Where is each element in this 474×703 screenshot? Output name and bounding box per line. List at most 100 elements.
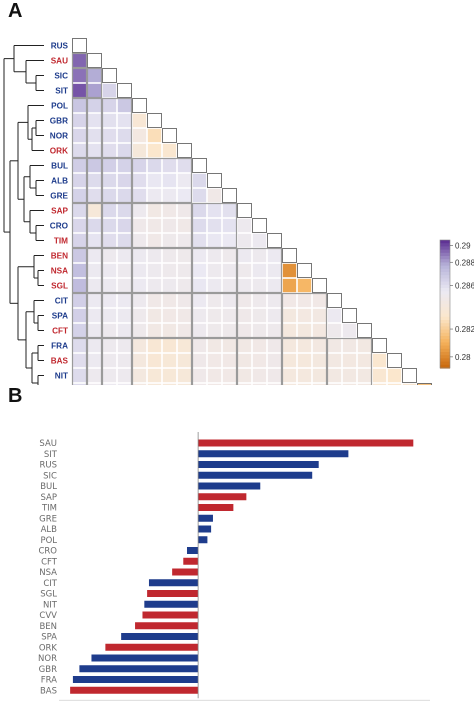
colorbar-step bbox=[440, 352, 450, 356]
bar-SPA bbox=[121, 633, 199, 640]
row-label-SAP: SAP bbox=[51, 207, 68, 216]
bar-ALB bbox=[198, 525, 212, 533]
group-block-border bbox=[101, 292, 133, 339]
heatmap-cell-CFT-SPA bbox=[342, 323, 357, 338]
colorbar-step bbox=[440, 307, 450, 311]
heatmap-cell-GRE-SAU bbox=[87, 188, 102, 203]
heatmap-cell-BAS-SIC bbox=[102, 353, 117, 368]
row-label-RUS: RUS bbox=[51, 42, 69, 51]
heatmap-cell-TIM-SAU bbox=[87, 233, 102, 248]
heatmap-cell-CVV-NSA bbox=[297, 383, 312, 385]
category-label-SAP: SAP bbox=[41, 493, 58, 503]
heatmap-cell-SPA-BEN bbox=[282, 308, 297, 323]
group-block-border bbox=[281, 337, 328, 385]
colorbar-tick-label: 0.2885 bbox=[455, 258, 474, 267]
colorbar-step bbox=[440, 278, 450, 283]
heatmap-cell-CVV-TIM bbox=[267, 383, 282, 385]
heatmap-cell-SAP-SAU bbox=[87, 203, 102, 218]
heatmap-cell-CIT-BEN bbox=[282, 293, 297, 308]
bar-SGL bbox=[147, 590, 199, 597]
heatmap-cell-TIM-GRE bbox=[222, 233, 237, 248]
colorbar-step bbox=[440, 332, 450, 337]
heatmap-cell-NIT-NSA bbox=[297, 368, 312, 383]
group-block-border bbox=[101, 157, 133, 204]
group-block-border bbox=[131, 247, 193, 294]
group-block-border bbox=[236, 337, 283, 385]
heatmap-cell-SPA-GRE bbox=[222, 308, 237, 323]
heatmap-cell-NSA-SIT bbox=[117, 263, 132, 278]
category-label-SAU: SAU bbox=[39, 439, 57, 449]
heatmap-cell-FRA-TIM bbox=[267, 338, 282, 353]
heatmap-cell-FRA-RUS bbox=[72, 338, 87, 353]
colorbar-step bbox=[440, 291, 450, 295]
heatmap-cell-TIM-ALB bbox=[207, 233, 222, 248]
row-label-BAS: BAS bbox=[51, 357, 69, 366]
bar-SAP bbox=[198, 493, 247, 501]
heatmap-cell-NIT-RUS bbox=[72, 368, 87, 383]
heatmap-cell-TIM-RUS bbox=[72, 233, 87, 248]
heatmap-cell-SPA-ORK bbox=[177, 308, 192, 323]
heatmap-cell-FRA-ALB bbox=[207, 338, 222, 353]
heatmap-cell-CVV-SAP bbox=[237, 383, 252, 385]
heatmap-cell-POL-SAU bbox=[87, 98, 102, 113]
heatmap-cell-BEN-GRE bbox=[222, 248, 237, 263]
heatmap-cell-FRA-POL bbox=[132, 338, 147, 353]
heatmap-cell-CRO-GRE bbox=[222, 218, 237, 233]
group-block-border bbox=[191, 202, 238, 249]
heatmap-cell-CVV-ORK bbox=[177, 383, 192, 385]
heatmap-cell-CFT-SIC bbox=[102, 323, 117, 338]
group-block-border bbox=[86, 337, 103, 385]
heatmap-cell-GBR-RUS bbox=[72, 113, 87, 128]
heatmap-cell-NSA-RUS bbox=[72, 263, 87, 278]
heatmap-cell-CIT-CRO bbox=[252, 293, 267, 308]
colorbar-step bbox=[440, 259, 450, 263]
heatmap-cell-SPA-RUS bbox=[72, 308, 87, 323]
group-block-border bbox=[191, 292, 238, 339]
heatmap-cell-BAS-SPA bbox=[342, 353, 357, 368]
heatmap-cell-SGL-SAU bbox=[87, 278, 102, 293]
heatmap-cell-CFT-RUS bbox=[72, 323, 87, 338]
heatmap-cell-TIM-GBR bbox=[147, 233, 162, 248]
heatmap-cell-GRE-GRE bbox=[222, 188, 237, 203]
heatmap-cell-FRA-GBR bbox=[147, 338, 162, 353]
category-label-ORK: ORK bbox=[39, 643, 58, 653]
heatmap-cell-SIC-RUS bbox=[72, 68, 87, 83]
heatmap-cell-ALB-GBR bbox=[147, 173, 162, 188]
heatmap-cell-CVV-NIT bbox=[402, 383, 417, 385]
colorbar-step bbox=[440, 345, 450, 350]
bar-NSA bbox=[172, 568, 199, 576]
group-block-border bbox=[236, 247, 283, 294]
heatmap-cell-SAU-RUS bbox=[72, 53, 87, 68]
group-block-border bbox=[71, 67, 88, 99]
heatmap-cell-SPA-NSA bbox=[297, 308, 312, 323]
colorbar-step bbox=[440, 316, 450, 321]
bar-FRA bbox=[72, 676, 199, 683]
heatmap-cell-SAP-SAP bbox=[237, 203, 252, 218]
group-block-border bbox=[71, 292, 88, 339]
heatmap-cell-NOR-SIC bbox=[102, 128, 117, 143]
heatmap-cell-NSA-NOR bbox=[162, 263, 177, 278]
heatmap-cell-NOR-SAU bbox=[87, 128, 102, 143]
heatmap-cell-CFT-ORK bbox=[177, 323, 192, 338]
heatmap-cell-CVV-CVV bbox=[417, 383, 432, 385]
heatmap-cell-CIT-SAP bbox=[237, 293, 252, 308]
heatmap-cell-ALB-ORK bbox=[177, 173, 192, 188]
group-block-border bbox=[71, 337, 88, 385]
colorbar-step bbox=[440, 265, 450, 270]
heatmap-cell-SIC-SIC bbox=[102, 68, 117, 83]
colorbar-step bbox=[440, 361, 450, 366]
group-block-border bbox=[71, 97, 88, 159]
colorbar-step bbox=[440, 284, 450, 289]
colorbar: 0.29 0.2885 0.2864 0.2825 0.28 bbox=[439, 239, 474, 369]
row-label-CFT: CFT bbox=[52, 327, 68, 336]
heatmap-cell-GRE-SIT bbox=[117, 188, 132, 203]
bars bbox=[70, 439, 414, 694]
heatmap-cell-BUL-ORK bbox=[177, 158, 192, 173]
heatmap-cell-BUL-BUL bbox=[192, 158, 207, 173]
category-label-GRE: GRE bbox=[39, 514, 57, 524]
row-label-CRO: CRO bbox=[50, 222, 69, 231]
heatmap-cell-CFT-POL bbox=[132, 323, 147, 338]
heatmap-cell-SGL-SAP bbox=[237, 278, 252, 293]
heatmap-cell-POL-RUS bbox=[72, 98, 87, 113]
heatmap-cell-ALB-SIC bbox=[102, 173, 117, 188]
